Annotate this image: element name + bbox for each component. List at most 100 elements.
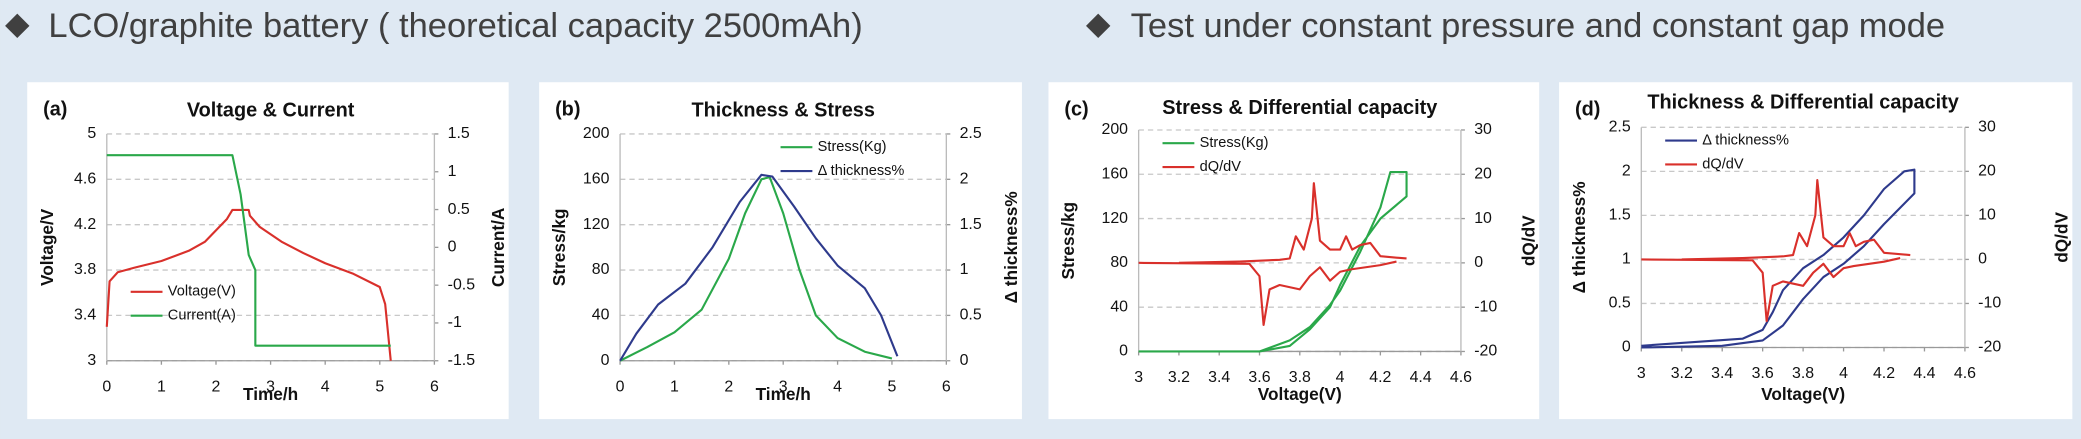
legend-label: Current(A) xyxy=(168,307,236,323)
x-tick-label: 4 xyxy=(321,378,330,395)
x-tick-label: 4.2 xyxy=(1369,369,1391,386)
panel xyxy=(539,82,1022,420)
chart-title: Stress & Differential capacity xyxy=(1162,97,1437,119)
x-tick-label: 5 xyxy=(888,378,897,395)
series-line xyxy=(619,175,893,362)
legend-label: Δ thickness% xyxy=(818,163,905,179)
x-tick-label: 1 xyxy=(157,378,166,395)
y-tick-label: 3.8 xyxy=(74,261,96,278)
series-line xyxy=(1641,168,1916,349)
x-tick-label: 5 xyxy=(375,378,384,395)
x-tick-label: 3 xyxy=(779,378,788,395)
panel-label: (c) xyxy=(1064,98,1088,120)
legend-label: Δ thickness% xyxy=(1702,132,1789,148)
x-tick-label: 3.6 xyxy=(1248,369,1270,386)
y2-tick-label: -10 xyxy=(1474,298,1497,315)
x-tick-label: 4 xyxy=(1336,369,1345,386)
y-tick-label: 4.2 xyxy=(74,216,96,233)
series-line xyxy=(1138,170,1408,353)
x-tick-label: 3.8 xyxy=(1792,365,1814,382)
y2-tick-label: 10 xyxy=(1978,207,1996,224)
panel xyxy=(1048,82,1540,420)
x-axis-label: Voltage(V) xyxy=(1761,384,1845,404)
y2-tick-label: -1.5 xyxy=(448,352,476,369)
y2-tick-label: 0 xyxy=(960,352,969,369)
x-tick-label: 3 xyxy=(1637,365,1646,382)
legend-label: dQ/dV xyxy=(1200,159,1242,175)
panel xyxy=(1559,82,2073,420)
y2-tick-label: 1 xyxy=(448,163,457,180)
y-axis-label: Stress/kg xyxy=(1058,202,1078,280)
x-tick-label: 4 xyxy=(833,378,842,395)
x-tick-label: 3.8 xyxy=(1289,369,1311,386)
y2-tick-label: 20 xyxy=(1474,165,1492,182)
x-tick-label: 3.2 xyxy=(1168,369,1190,386)
y-axis-label: Stress/kg xyxy=(549,209,569,287)
legend-label: Stress(Kg) xyxy=(1200,135,1269,151)
y-tick-label: 1.5 xyxy=(1609,207,1631,224)
panel xyxy=(27,82,509,420)
x-tick-label: 0 xyxy=(616,378,625,395)
y2-tick-label: 20 xyxy=(1978,163,1996,180)
y2-tick-label: 0.5 xyxy=(960,307,982,324)
y-tick-label: 0 xyxy=(601,352,610,369)
header-left: LCO/graphite battery ( theoretical capac… xyxy=(48,7,862,45)
series-line xyxy=(105,208,392,361)
x-axis-label: Voltage(V) xyxy=(1258,384,1342,404)
x-tick-label: 4.2 xyxy=(1873,365,1895,382)
y2-tick-label: 1 xyxy=(960,261,969,278)
y-axis-label: Δ thickness% xyxy=(1569,181,1589,293)
y-tick-label: 5 xyxy=(87,125,96,142)
legend-label: Voltage(V) xyxy=(168,284,236,300)
x-tick-label: 3 xyxy=(266,378,275,395)
series-line xyxy=(1138,182,1407,327)
y2-tick-label: -20 xyxy=(1474,343,1497,360)
chart-title: Thickness & Stress xyxy=(692,100,875,122)
y-tick-label: 2 xyxy=(1622,163,1631,180)
series-line xyxy=(1641,179,1911,323)
y-tick-label: 120 xyxy=(1101,210,1128,227)
chart-title: Voltage & Current xyxy=(187,100,355,122)
x-tick-label: 2 xyxy=(212,378,221,395)
chart-title: Thickness & Differential capacity xyxy=(1647,92,1959,114)
x-tick-label: 6 xyxy=(942,378,951,395)
bullet xyxy=(5,13,30,39)
y-tick-label: 3 xyxy=(87,352,96,369)
x-tick-label: 0 xyxy=(102,378,111,395)
y2-tick-label: 30 xyxy=(1474,121,1492,138)
y2-tick-label: 0 xyxy=(448,239,457,256)
y2-axis-label: dQ/dV xyxy=(2052,212,2072,263)
y-tick-label: 0.5 xyxy=(1609,295,1631,312)
x-tick-label: 4.4 xyxy=(1410,369,1432,386)
y2-tick-label: 0 xyxy=(1978,251,1987,268)
series-line xyxy=(106,154,391,347)
x-tick-label: 4 xyxy=(1839,365,1848,382)
y-tick-label: 160 xyxy=(583,171,610,188)
header-right: Test under constant pressure and constan… xyxy=(1131,7,1945,45)
y-tick-label: 2.5 xyxy=(1609,119,1631,136)
x-axis-label: Time/h xyxy=(243,384,298,404)
y-tick-label: 0 xyxy=(1622,339,1631,356)
x-tick-label: 6 xyxy=(430,378,439,395)
y-tick-label: 160 xyxy=(1101,165,1128,182)
y2-tick-label: -10 xyxy=(1978,295,2001,312)
y2-axis-label: Current/A xyxy=(488,208,508,287)
y2-tick-label: 2 xyxy=(960,171,969,188)
panel-label: (b) xyxy=(555,98,580,120)
y2-tick-label: 10 xyxy=(1474,210,1492,227)
y2-tick-label: 0 xyxy=(1474,254,1483,271)
y2-tick-label: 2.5 xyxy=(960,125,982,142)
y-tick-label: 4.6 xyxy=(74,171,96,188)
y-tick-label: 200 xyxy=(1101,121,1128,138)
x-tick-label: 4.4 xyxy=(1913,365,1935,382)
legend-label: dQ/dV xyxy=(1702,156,1744,172)
y-tick-label: 40 xyxy=(1110,298,1128,315)
y2-tick-label: 30 xyxy=(1978,119,1996,136)
x-tick-label: 3.4 xyxy=(1711,365,1733,382)
x-tick-label: 1 xyxy=(670,378,679,395)
y-tick-label: 40 xyxy=(592,307,610,324)
x-tick-label: 4.6 xyxy=(1954,365,1976,382)
y2-tick-label: -1 xyxy=(448,314,462,331)
y-tick-label: 120 xyxy=(583,216,610,233)
